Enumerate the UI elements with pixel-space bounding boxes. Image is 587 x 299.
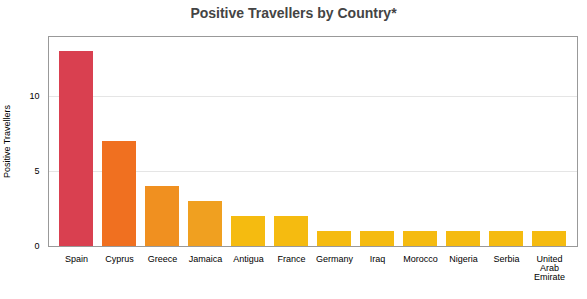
html-text:Positive Travellers by Country: Positive Travellers by Country* <box>190 5 397 21</box>
svg-text:Spain: Spain <box>65 254 88 264</box>
svg-text:Nigeria: Nigeria <box>449 254 478 264</box>
svg-text:10: 10 <box>29 91 39 101</box>
svg-text:Greece: Greece <box>148 254 178 264</box>
svg-text:Positive Travellers: Positive Travellers <box>2 104 12 178</box>
svg-text:0: 0 <box>34 241 39 251</box>
svg-text:5: 5 <box>34 166 39 176</box>
svg-text:Serbia: Serbia <box>493 254 519 264</box>
svg-text:Jamaica: Jamaica <box>189 254 223 264</box>
svg-text:Antigua: Antigua <box>233 254 264 264</box>
svg-text:Germany: Germany <box>316 254 354 264</box>
svg-text:Iraq: Iraq <box>370 254 386 264</box>
svg-text:Morocco: Morocco <box>403 254 438 264</box>
svg-text:Cyprus: Cyprus <box>105 254 134 264</box>
svg-text:France: France <box>277 254 305 264</box>
svg-text:UnitedArabEmirate: UnitedArabEmirate <box>534 254 565 282</box>
